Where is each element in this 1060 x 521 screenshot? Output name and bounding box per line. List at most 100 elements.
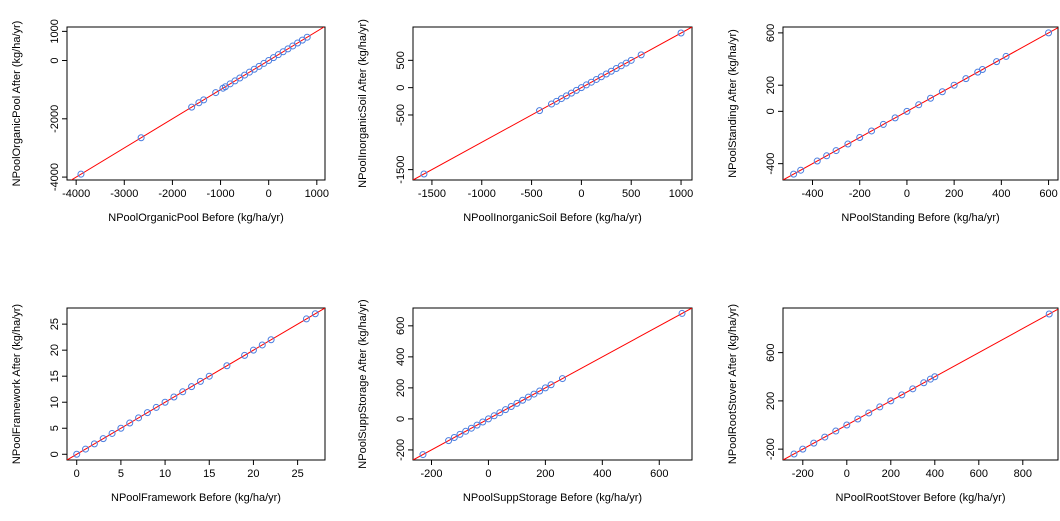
data-point [790, 170, 798, 178]
data-point [868, 127, 876, 135]
y-tick-label: -4000 [49, 163, 61, 191]
y-tick-label: 0 [765, 108, 777, 114]
data-point [903, 107, 911, 115]
data-point [99, 435, 107, 443]
data-point [810, 439, 818, 447]
identity-line [413, 308, 692, 460]
data-point [1045, 310, 1053, 318]
x-tick-label: 15 [203, 468, 215, 480]
y-tick-label: 500 [395, 51, 407, 69]
identity-line [67, 308, 325, 460]
data-point [978, 66, 986, 73]
y-tick-label: 5 [49, 425, 61, 431]
data-point [200, 96, 208, 104]
data-point [77, 170, 85, 178]
data-point [170, 393, 178, 401]
y-tick-label: -2000 [49, 105, 61, 133]
data-point [188, 103, 196, 111]
y-tick-label: 0 [49, 57, 61, 63]
data-point [179, 388, 187, 396]
data-point [462, 427, 470, 435]
y-tick-label: 200 [765, 392, 777, 410]
data-point [143, 409, 151, 417]
x-tick-label: -3000 [110, 188, 138, 200]
data-point [450, 434, 458, 442]
data-point [993, 58, 1001, 66]
x-tick-label: 1000 [305, 188, 329, 200]
y-tick-label: 0 [49, 451, 61, 457]
y-tick-label: -200 [395, 439, 407, 461]
scatter-panel: -1500 -1000 -500 0 500 1000 -1500 -500 0 500 NPool… [357, 19, 693, 224]
x-tick-label: -200 [849, 188, 871, 200]
data-point [152, 403, 160, 411]
plot-frame [66, 26, 326, 181]
data-point [223, 362, 231, 370]
x-tick-label: -1000 [206, 188, 234, 200]
data-point [790, 450, 798, 458]
x-tick-label: 200 [882, 468, 900, 480]
data-point [108, 429, 116, 437]
x-axis-label: NPoolOrganicPool Before (kg/ha/yr) [108, 212, 283, 224]
data-point [303, 33, 311, 41]
data-point [456, 430, 464, 438]
data-point [891, 114, 899, 122]
y-axis-label: NPoolFramework After (kg/ha/yr) [11, 304, 23, 464]
data-point [249, 346, 257, 354]
data-point [887, 397, 895, 405]
y-tick-label: 200 [765, 76, 777, 94]
y-tick-label: 25 [49, 318, 61, 330]
y-tick-label: 20 [49, 344, 61, 356]
data-point [832, 427, 840, 435]
data-point [507, 402, 515, 410]
data-point [927, 94, 935, 102]
data-point [73, 450, 81, 458]
data-point [311, 310, 319, 318]
data-point [479, 418, 487, 426]
scatter-panel: -4000 -3000 -2000 -1000 0 1000 -4000 -2000 0 1000… [11, 19, 329, 224]
x-tick-label: -200 [420, 468, 442, 480]
x-tick-label: 600 [970, 468, 988, 480]
data-point [490, 412, 498, 420]
x-tick-label: 0 [904, 188, 910, 200]
data-point [513, 399, 521, 407]
x-tick-label: 0 [266, 188, 272, 200]
x-tick-label: 500 [622, 188, 640, 200]
data-point [627, 56, 635, 64]
y-axis-label: NPoolSuppStorage After (kg/ha/yr) [357, 299, 369, 468]
y-tick-label: 10 [49, 396, 61, 408]
data-point [541, 384, 549, 392]
data-point [915, 101, 923, 109]
data-point [931, 373, 939, 381]
data-point [938, 88, 946, 96]
x-axis-label: NPoolSuppStorage Before (kg/ha/yr) [463, 492, 642, 504]
x-tick-label: 400 [593, 468, 611, 480]
data-point [558, 375, 566, 383]
data-point [821, 433, 829, 441]
y-tick-label: 200 [395, 379, 407, 397]
data-point [82, 445, 90, 453]
y-tick-label: 0 [395, 416, 407, 422]
x-tick-label: 1000 [669, 188, 693, 200]
data-point [547, 381, 555, 389]
data-point [126, 419, 134, 427]
y-axis-label: NPoolOrganicPool After (kg/ha/yr) [11, 21, 23, 187]
data-point [832, 147, 840, 155]
data-point [467, 424, 475, 432]
x-tick-label: 20 [247, 468, 259, 480]
plot-frame [782, 26, 1059, 181]
data-point [196, 377, 204, 385]
y-axis-label: NPoolInorganicSoil After (kg/ha/yr) [357, 19, 369, 188]
x-axis-label: NPoolInorganicSoil Before (kg/ha/yr) [463, 212, 642, 224]
data-point [843, 421, 851, 429]
data-point [678, 309, 686, 317]
x-tick-label: 200 [536, 468, 554, 480]
data-point [536, 387, 544, 395]
data-point [212, 89, 220, 97]
y-tick-label: -400 [765, 153, 777, 175]
data-point [854, 415, 862, 423]
x-tick-label: 400 [926, 468, 944, 480]
x-tick-label: 25 [291, 468, 303, 480]
x-tick-label: 800 [1014, 468, 1032, 480]
data-point [420, 170, 428, 178]
plot-frame [66, 307, 326, 461]
